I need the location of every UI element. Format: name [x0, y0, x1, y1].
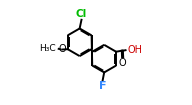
Text: O: O — [119, 58, 127, 68]
Text: Cl: Cl — [76, 9, 87, 19]
Text: F: F — [99, 81, 106, 91]
Text: O: O — [58, 45, 66, 54]
Text: OH: OH — [127, 45, 143, 55]
Text: H₃C: H₃C — [40, 44, 56, 53]
